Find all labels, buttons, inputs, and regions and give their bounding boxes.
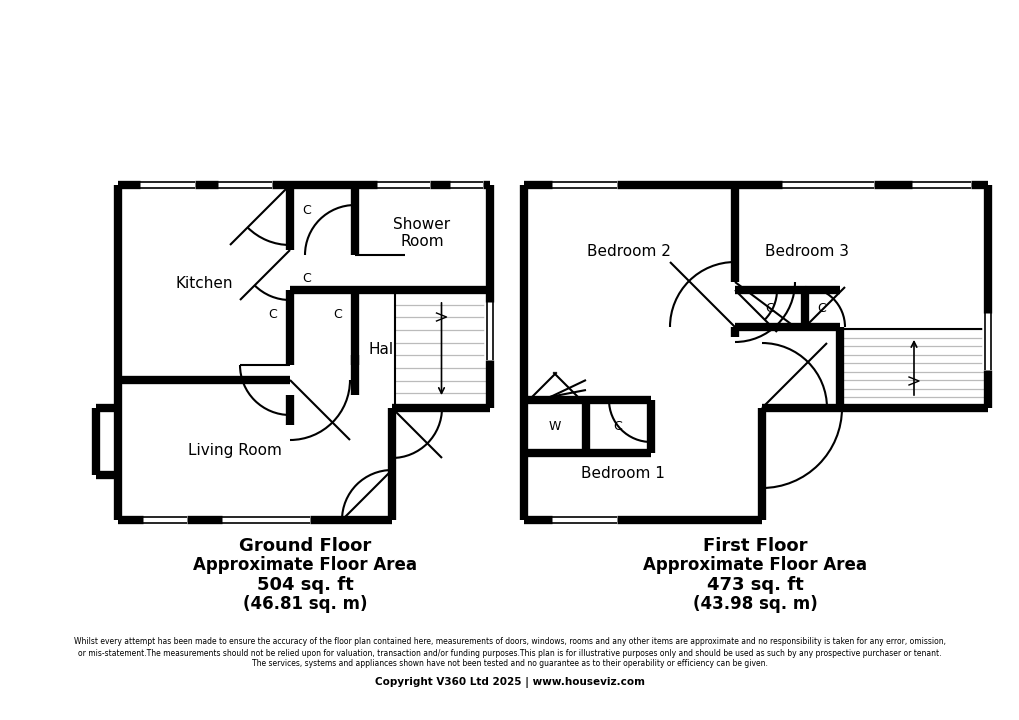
Text: Approximate Floor Area: Approximate Floor Area — [642, 556, 866, 574]
Text: Copyright V360 Ltd 2025 | www.houseviz.com: Copyright V360 Ltd 2025 | www.houseviz.c… — [375, 677, 644, 688]
Text: (46.81 sq. m): (46.81 sq. m) — [243, 595, 367, 613]
Text: Approximate Floor Area: Approximate Floor Area — [193, 556, 417, 574]
Text: 473 sq. ft: 473 sq. ft — [706, 576, 803, 594]
Text: 504 sq. ft: 504 sq. ft — [257, 576, 353, 594]
Text: Living Room: Living Room — [187, 443, 281, 457]
Text: or mis-statement.The measurements should not be relied upon for valuation, trans: or mis-statement.The measurements should… — [78, 649, 941, 657]
Text: W: W — [548, 420, 560, 433]
Text: C: C — [817, 302, 825, 315]
Text: C: C — [613, 420, 622, 433]
Text: C: C — [268, 308, 277, 322]
Text: C: C — [303, 271, 311, 284]
Text: Bedroom 3: Bedroom 3 — [764, 243, 848, 258]
Text: Kitchen: Kitchen — [175, 276, 232, 290]
Text: The services, systems and appliances shown have not been tested and no guarantee: The services, systems and appliances sho… — [252, 660, 767, 668]
Text: C: C — [765, 302, 773, 315]
Text: Shower
Room: Shower Room — [393, 217, 450, 249]
Text: Hall: Hall — [368, 341, 397, 356]
Text: Ground Floor: Ground Floor — [238, 537, 371, 555]
Text: Bedroom 2: Bedroom 2 — [587, 243, 671, 258]
Text: Whilst every attempt has been made to ensure the accuracy of the floor plan cont: Whilst every attempt has been made to en… — [74, 636, 945, 646]
Text: C: C — [333, 308, 342, 322]
Text: First Floor: First Floor — [702, 537, 806, 555]
Text: C: C — [303, 204, 311, 217]
Text: Bedroom 1: Bedroom 1 — [581, 467, 664, 482]
Text: (43.98 sq. m): (43.98 sq. m) — [692, 595, 816, 613]
